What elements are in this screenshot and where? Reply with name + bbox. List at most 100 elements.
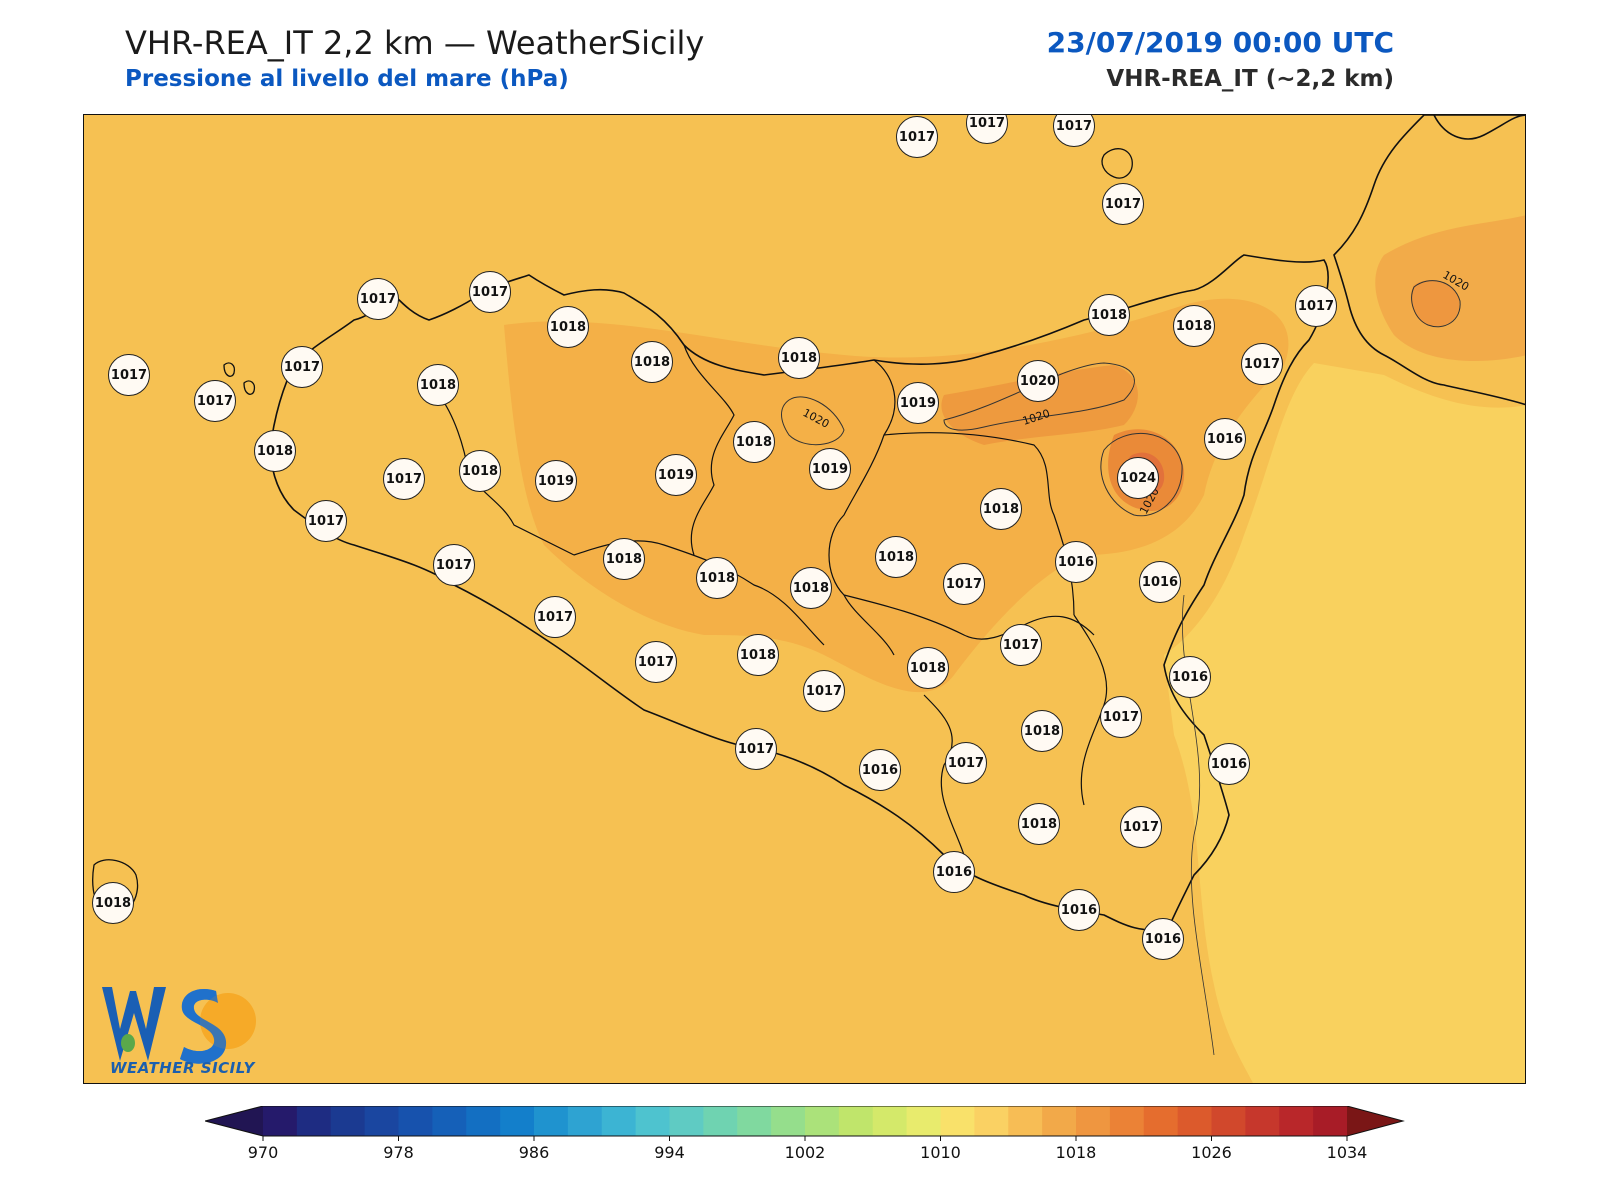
calabria-coastline xyxy=(1433,115,1525,140)
colorbar-cell xyxy=(940,1106,975,1136)
station-marker[interactable]: 1017 xyxy=(1102,183,1144,225)
colorbar-cell xyxy=(974,1106,1009,1136)
station-marker[interactable]: 1017 xyxy=(943,563,985,605)
province-border xyxy=(438,394,575,556)
station-marker[interactable]: 1017 xyxy=(635,641,677,683)
colorbar-cell xyxy=(1008,1106,1043,1136)
station-marker[interactable]: 1019 xyxy=(897,382,939,424)
station-marker[interactable]: 1018 xyxy=(1018,803,1060,845)
station-marker[interactable]: 1017 xyxy=(469,271,511,313)
colorbar-cell xyxy=(330,1106,366,1136)
station-marker[interactable]: 1018 xyxy=(733,421,775,463)
station-marker[interactable]: 1018 xyxy=(1173,305,1215,347)
station-marker[interactable]: 1018 xyxy=(92,882,134,924)
station-marker[interactable]: 1018 xyxy=(254,430,296,472)
station-marker[interactable]: 1017 xyxy=(1120,806,1162,848)
station-marker[interactable]: 1017 xyxy=(305,500,347,542)
station-marker[interactable]: 1018 xyxy=(631,341,673,383)
calabria-coastline xyxy=(1333,115,1525,406)
station-marker[interactable]: 1018 xyxy=(547,306,589,348)
station-marker[interactable]: 1020 xyxy=(1017,360,1059,402)
isobar-1020-line xyxy=(781,396,845,446)
colorbar-cell xyxy=(635,1106,670,1136)
station-marker[interactable]: 1018 xyxy=(980,488,1022,530)
pressure-colorbar: 970 978 986 994 1002 1010 1018 1026 1034 xyxy=(205,1106,1405,1162)
colorbar-cell xyxy=(703,1106,738,1136)
station-marker[interactable]: 1018 xyxy=(875,536,917,578)
station-marker[interactable]: 1017 xyxy=(433,544,475,586)
station-marker[interactable]: 1018 xyxy=(737,634,779,676)
station-marker[interactable]: 1016 xyxy=(1142,918,1184,960)
colorbar-tick-label: 978 xyxy=(383,1143,414,1162)
colorbar-cell xyxy=(906,1106,941,1136)
colorbar-cell xyxy=(1109,1106,1145,1136)
station-marker[interactable]: 1017 xyxy=(1000,624,1042,666)
map-panel: 1020 1020 1020 1020 1017 1017 1017 1017 … xyxy=(83,114,1526,1084)
station-marker[interactable]: 1017 xyxy=(735,728,777,770)
station-marker[interactable]: 1016 xyxy=(1139,561,1181,603)
colorbar-cell xyxy=(398,1106,433,1136)
colorbar-cell xyxy=(466,1106,501,1136)
station-marker[interactable]: 1017 xyxy=(383,458,425,500)
station-marker[interactable]: 1016 xyxy=(1208,743,1250,785)
station-marker[interactable]: 1018 xyxy=(907,647,949,689)
station-marker[interactable]: 1016 xyxy=(933,851,975,893)
sicily-coastline xyxy=(269,254,1329,931)
station-marker[interactable]: 1018 xyxy=(696,557,738,599)
pressure-band-1019-area xyxy=(941,365,1138,445)
colorbar-tick-label: 1034 xyxy=(1327,1143,1368,1162)
colorbar-cell xyxy=(567,1106,603,1136)
map-subtitle: Pressione al livello del mare (hPa) xyxy=(125,66,569,92)
colorbar-cell xyxy=(1245,1106,1280,1136)
station-marker[interactable]: 1017 xyxy=(896,116,938,158)
station-marker[interactable]: 1016 xyxy=(1058,889,1100,931)
station-marker[interactable]: 1018 xyxy=(417,364,459,406)
colorbar-tick-label: 994 xyxy=(654,1143,685,1162)
station-marker[interactable]: 1018 xyxy=(603,538,645,580)
colorbar-tick-label: 1018 xyxy=(1056,1143,1097,1162)
station-marker[interactable]: 1016 xyxy=(1055,541,1097,583)
station-marker[interactable]: 1017 xyxy=(194,380,236,422)
station-marker[interactable]: 1017 xyxy=(945,742,987,784)
station-marker[interactable]: 1019 xyxy=(809,448,851,490)
colorbar-cell xyxy=(500,1106,535,1136)
station-marker[interactable]: 1017 xyxy=(357,278,399,320)
station-marker[interactable]: 1016 xyxy=(859,749,901,791)
station-marker[interactable]: 1017 xyxy=(534,596,576,638)
station-marker[interactable]: 1019 xyxy=(535,460,577,502)
map-datetime: 23/07/2019 00:00 UTC xyxy=(1046,26,1394,59)
colorbar-cell xyxy=(1076,1106,1111,1136)
station-marker[interactable]: 1017 xyxy=(1100,696,1142,738)
colorbar-cell xyxy=(805,1106,840,1136)
colorbar-tick-label: 970 xyxy=(248,1143,279,1162)
station-marker[interactable]: 1018 xyxy=(778,337,820,379)
province-border xyxy=(843,594,1095,640)
colorbar-cell xyxy=(1279,1106,1314,1136)
colorbar-cell xyxy=(771,1106,806,1136)
station-marker[interactable]: 1017 xyxy=(803,670,845,712)
province-border xyxy=(683,344,735,556)
station-marker[interactable]: 1017 xyxy=(1295,285,1337,327)
station-marker[interactable]: 1017 xyxy=(108,354,150,396)
station-marker[interactable]: 1024 xyxy=(1117,457,1159,499)
station-marker[interactable]: 1018 xyxy=(1021,710,1063,752)
station-marker[interactable]: 1018 xyxy=(790,567,832,609)
colorbar-cell xyxy=(737,1106,772,1136)
pressure-high-calabria-core xyxy=(1410,280,1460,327)
colorbar-cell xyxy=(1211,1106,1246,1136)
colorbar-cell xyxy=(601,1106,637,1136)
station-marker[interactable]: 1017 xyxy=(281,346,323,388)
station-marker[interactable]: 1018 xyxy=(459,450,501,492)
station-marker[interactable]: 1017 xyxy=(1241,343,1283,385)
station-marker[interactable]: 1016 xyxy=(1169,656,1211,698)
colorbar-extend-high xyxy=(1347,1106,1403,1136)
station-marker[interactable]: 1019 xyxy=(655,454,697,496)
colorbar-cell xyxy=(1143,1106,1179,1136)
colorbar-cell xyxy=(1177,1106,1212,1136)
ionian-sea-lighter-area xyxy=(1164,363,1525,1083)
station-marker[interactable]: 1016 xyxy=(1204,418,1246,460)
colorbar-cell xyxy=(1042,1106,1077,1136)
colorbar-tick-label: 1026 xyxy=(1191,1143,1232,1162)
colorbar-extend-low xyxy=(205,1106,263,1136)
station-marker[interactable]: 1018 xyxy=(1088,294,1130,336)
